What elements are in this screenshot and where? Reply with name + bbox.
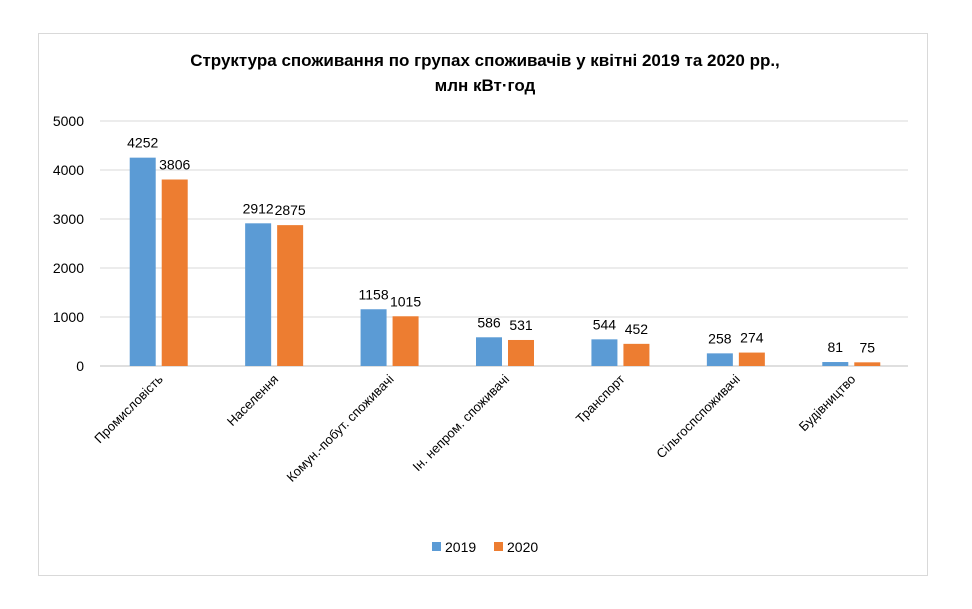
bar-2019: [476, 337, 502, 366]
data-label: 1158: [359, 286, 389, 302]
bar-2019: [245, 223, 272, 366]
x-tick-label: Транспорт: [573, 371, 628, 426]
data-label: 586: [477, 314, 501, 330]
bar-2020: [738, 352, 765, 366]
bar-2020: [161, 179, 188, 366]
legend-swatch-2019: [432, 542, 441, 551]
data-label: 3806: [159, 157, 190, 173]
data-label: 81: [827, 339, 843, 355]
y-tick-label: 1000: [53, 309, 84, 325]
data-label: 452: [625, 321, 649, 337]
data-label: 4252: [127, 135, 158, 151]
data-label: 2875: [275, 202, 306, 218]
data-label: 2912: [243, 200, 274, 216]
x-tick-label: Будівництво: [796, 372, 859, 435]
bar-2019: [706, 353, 733, 366]
legend-label: 2020: [507, 539, 538, 555]
y-tick-label: 4000: [53, 162, 84, 178]
chart-title-line: Структура споживання по групах споживачі…: [190, 51, 780, 70]
legend-label: 2019: [445, 539, 476, 555]
bar-2020: [854, 362, 881, 366]
data-label: 274: [740, 330, 764, 346]
legend-swatch-2020: [494, 542, 503, 551]
data-label: 75: [859, 339, 875, 355]
bar-2019: [822, 362, 849, 366]
chart-frame: [38, 33, 928, 576]
data-label: 544: [593, 316, 617, 332]
x-tick-label: Ін. непром. споживачі: [410, 371, 513, 474]
bar-2020: [623, 343, 650, 366]
data-label: 1015: [390, 293, 421, 309]
x-tick-label: Комун.-побут. споживачі: [283, 371, 396, 484]
bar-2020: [392, 316, 419, 366]
y-tick-label: 3000: [53, 211, 84, 227]
x-tick-label: Населення: [224, 372, 281, 429]
bar-2019: [129, 157, 156, 366]
chart-title-line: млн кВт·год: [435, 76, 536, 95]
bar-2019: [591, 339, 618, 366]
data-label: 258: [708, 330, 732, 346]
y-tick-label: 0: [76, 358, 84, 374]
x-tick-label: Сільгоспспоживачі: [653, 371, 743, 461]
bar-2019: [360, 309, 387, 366]
y-tick-label: 2000: [53, 260, 84, 276]
bar-2020: [277, 225, 304, 366]
y-tick-label: 5000: [53, 113, 84, 129]
x-tick-label: Промисловість: [91, 371, 166, 446]
data-label: 531: [509, 317, 533, 333]
bar-2020: [508, 339, 534, 366]
